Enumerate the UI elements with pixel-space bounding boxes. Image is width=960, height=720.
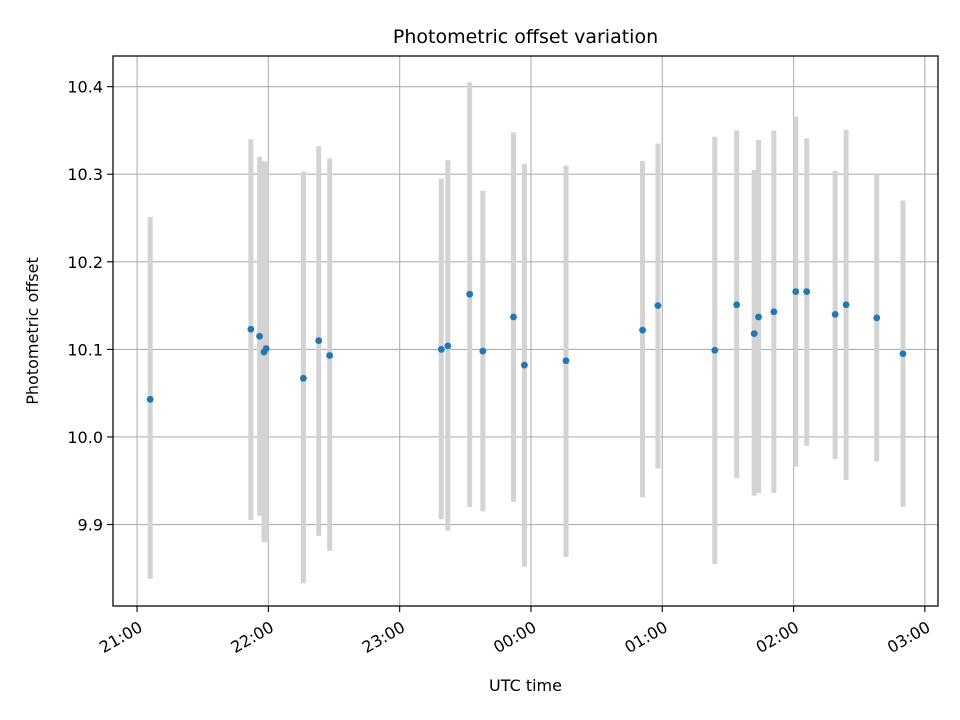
y-tick-label: 10.2 [67,253,103,272]
y-tick-label: 9.9 [78,516,103,535]
y-tick-label: 10.1 [67,340,103,359]
data-points [146,288,907,403]
data-point [444,342,452,350]
data-point [842,301,850,309]
data-point [146,395,154,403]
data-point [873,314,881,322]
data-point [256,332,264,340]
y-axis-label: Photometric offset [23,257,42,405]
chart-title: Photometric offset variation [393,26,658,48]
data-point [654,302,662,310]
data-point [711,346,719,354]
data-point [831,310,839,318]
y-tick-label: 10.0 [67,428,103,447]
data-point [299,374,307,382]
y-tick-label: 10.3 [67,165,103,184]
data-point [315,337,323,345]
data-point [466,290,474,298]
data-point [639,326,646,334]
x-axis-label: UTC time [489,676,562,695]
data-point [326,352,334,359]
data-point [803,288,811,295]
data-point [437,345,445,353]
data-point [521,361,528,369]
data-point [750,330,758,338]
data-point [247,325,255,333]
data-point [733,301,741,309]
y-axis-ticks: 9.9 10.0 10.1 10.2 10.3 10.4 [67,78,113,535]
data-point [755,313,762,321]
data-point [479,347,487,355]
data-point [899,350,907,358]
data-point [562,357,570,365]
data-point [770,308,778,316]
y-tick-label: 10.4 [67,78,103,97]
data-point [510,313,517,321]
data-point [792,288,800,295]
plot-frame [112,55,939,607]
data-point [262,345,270,352]
